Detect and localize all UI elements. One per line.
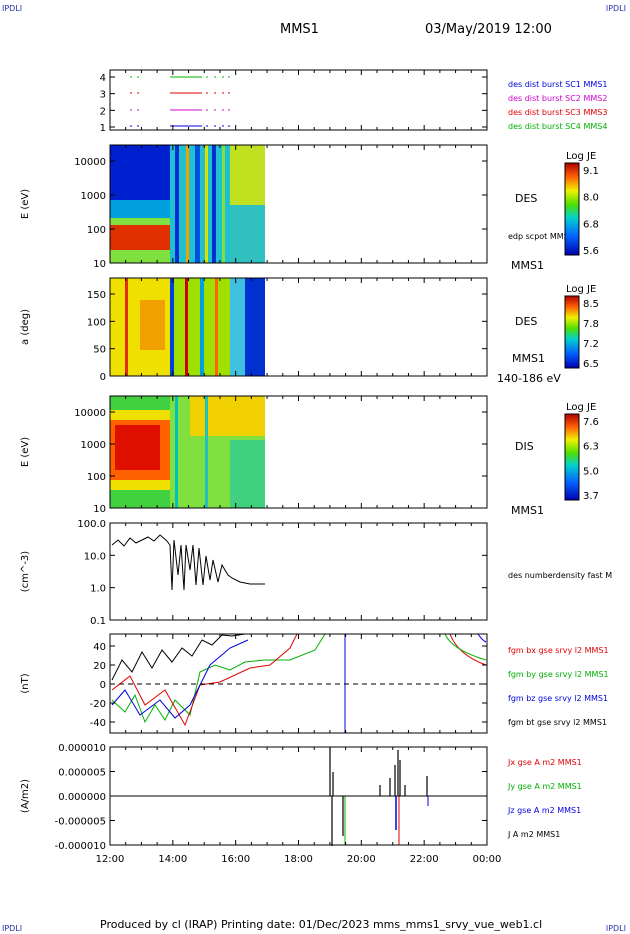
y-tick-label: 100 (87, 317, 106, 328)
y-tick-label: 100.0 (77, 519, 106, 530)
y-tick-label: 0 (100, 372, 106, 383)
x-tick-label: 14:00 (158, 854, 187, 865)
burst-marks (130, 76, 230, 127)
colorbar-tick-label: 7.6 (583, 417, 599, 428)
dis-energy-spectrogram (110, 396, 265, 508)
des-energy-spectrogram (110, 145, 265, 263)
legend-entry: des dist burst SC1 MMS1 (508, 80, 607, 89)
colorbar (564, 162, 580, 256)
x-tick-label: 16:00 (221, 854, 250, 865)
y-tick-label: -0.000010 (55, 841, 106, 852)
panel-bottom-label: 140-186 eV (497, 372, 561, 385)
y-tick-label: 0.1 (90, 616, 106, 627)
y-tick-label: 2 (100, 106, 106, 117)
y-axis-label: a (deg) (20, 309, 31, 345)
y-tick-label: 4 (100, 73, 106, 84)
panel-instrument-label: DIS (515, 440, 534, 453)
y-tick-label: 10000 (74, 408, 106, 419)
y-tick-label: -20 (90, 699, 106, 710)
datetime-title: 03/May/2019 12:00 (425, 22, 552, 37)
legend-entry: Jy gse A m2 MMS1 (507, 782, 582, 791)
y-axis-label: E (eV) (20, 437, 31, 467)
y-axis-label: (A/m2) (20, 779, 31, 813)
corner-label-tl: IPDLI (2, 4, 23, 13)
y-tick-label: 100 (87, 472, 106, 483)
panel-frame (109, 69, 488, 131)
x-tick-label: 18:00 (284, 854, 313, 865)
colorbar-tick-label: 9.1 (583, 166, 599, 177)
y-tick-label: 10 (93, 504, 106, 515)
panel-bottom-label: MMS1 (511, 504, 544, 517)
legend-entry: fgm bz gse srvy l2 MMS1 (508, 694, 608, 703)
y-tick-label: -40 (90, 718, 106, 729)
des-pitch-spectrogram (110, 278, 265, 376)
density-trace (111, 534, 265, 591)
legend-entry: Jx gse A m2 MMS1 (507, 758, 582, 767)
y-tick-label: 50 (93, 345, 106, 356)
legend-entry: fgm bx gse srvy l2 MMS1 (508, 646, 609, 655)
y-axis-label: E (eV) (20, 189, 31, 219)
legend-entry: des dist burst SC2 MMS2 (508, 94, 607, 103)
x-tick-label: 20:00 (347, 854, 376, 865)
y-tick-label: 40 (93, 642, 106, 653)
panel-sub-label: edp scpot MMS1 (508, 232, 574, 241)
colorbar-tick-label: 7.2 (583, 339, 599, 350)
colorbar (564, 413, 580, 501)
y-axis-label: (cm^-3) (20, 551, 31, 592)
y-tick-label: 0.000000 (58, 792, 106, 803)
y-tick-label: 3 (100, 90, 106, 101)
y-tick-label: 1000 (81, 191, 106, 202)
panel-bottom-label: MMS1 (511, 259, 544, 272)
colorbar-tick-label: 5.0 (583, 466, 599, 477)
colorbar-tick-label: 8.0 (583, 193, 599, 204)
y-tick-label: 150 (87, 290, 106, 301)
y-tick-label: 1.0 (90, 584, 106, 595)
panel-instrument-label: DES (515, 192, 537, 205)
y-tick-label: 10 (93, 259, 106, 270)
y-tick-label: 20 (93, 661, 106, 672)
x-tick-label: 00:00 (473, 854, 502, 865)
y-tick-label: 0.000005 (58, 768, 106, 779)
spacecraft-title: MMS1 (280, 22, 319, 37)
colorbar (564, 295, 580, 369)
colorbar-title: Log JE (566, 402, 596, 413)
y-tick-label: -0.000005 (55, 817, 106, 828)
colorbar-title: Log JE (566, 284, 596, 295)
y-tick-label: 10000 (74, 157, 106, 168)
y-axis-label: (nT) (20, 673, 31, 693)
legend-entry: fgm bt gse srvy l2 MMS1 (508, 718, 607, 727)
colorbar-tick-label: 3.7 (583, 491, 599, 502)
panel-sub-label: MMS1 (512, 352, 545, 365)
y-tick-label: 100 (87, 225, 106, 236)
corner-label-bl: IPDLI (2, 924, 23, 933)
colorbar-title: Log JE (566, 151, 596, 162)
y-tick-label: 0.000010 (58, 743, 106, 754)
y-tick-label: 0 (100, 680, 106, 691)
y-tick-label: 1 (100, 123, 106, 134)
panel-frame (109, 522, 488, 621)
x-tick-label: 12:00 (96, 854, 125, 865)
colorbar-tick-label: 8.5 (583, 299, 599, 310)
legend-entry: des dist burst SC3 MMS3 (508, 108, 607, 117)
panel-instrument-label: DES (515, 315, 537, 328)
colorbar-tick-label: 6.8 (583, 219, 599, 230)
colorbar-tick-label: 6.3 (583, 442, 599, 453)
legend-entry: des dist burst SC4 MMS4 (508, 122, 607, 131)
colorbar-tick-label: 5.6 (583, 246, 599, 257)
legend-entry: J A m2 MMS1 (507, 830, 560, 839)
colorbar-tick-label: 6.5 (583, 359, 599, 370)
corner-label-br: IPDLI (605, 924, 626, 933)
legend-entry: Jz gse A m2 MMS1 (507, 806, 581, 815)
x-tick-label: 22:00 (410, 854, 439, 865)
legend-entry: des numberdensity fast M (508, 571, 612, 580)
current-density-traces (329, 748, 429, 846)
corner-label-tr: IPDLI (605, 4, 626, 13)
footer-credit: Produced by cl (IRAP) Printing date: 01/… (100, 918, 543, 931)
y-tick-label: 1000 (81, 440, 106, 451)
colorbar-tick-label: 7.8 (583, 319, 599, 330)
y-tick-label: 10.0 (84, 551, 106, 562)
legend-entry: fgm by gse srvy l2 MMS1 (508, 670, 609, 679)
